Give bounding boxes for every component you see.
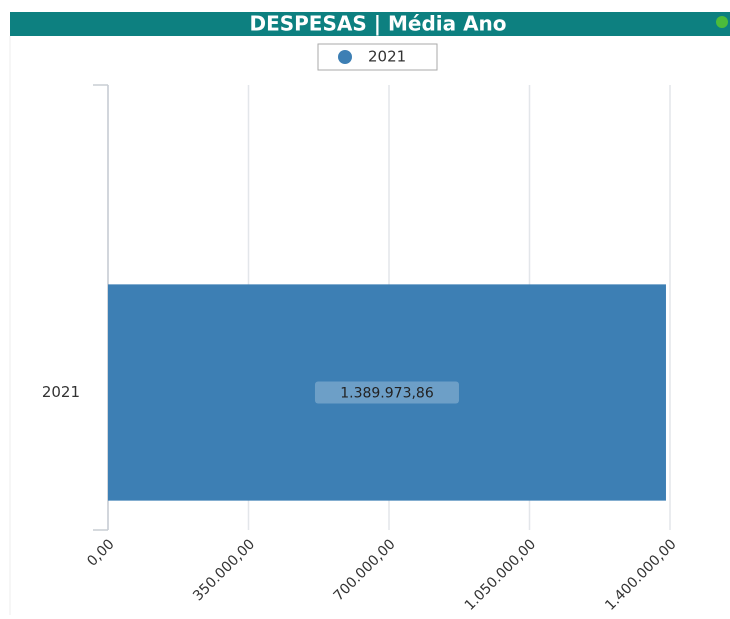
y-tick-label: 2021 [42, 383, 80, 401]
value-label-bg [314, 381, 459, 404]
status-dot [716, 16, 728, 28]
legend-marker [338, 50, 352, 64]
chart-title: DESPESAS | Média Ano [249, 12, 506, 36]
legend[interactable]: 2021 [317, 43, 438, 71]
legend-label: 2021 [368, 48, 406, 66]
bar [108, 284, 666, 501]
value-label: 1.389.973,86 [340, 386, 434, 402]
legend-box[interactable] [317, 43, 438, 71]
header-bar [10, 12, 730, 36]
